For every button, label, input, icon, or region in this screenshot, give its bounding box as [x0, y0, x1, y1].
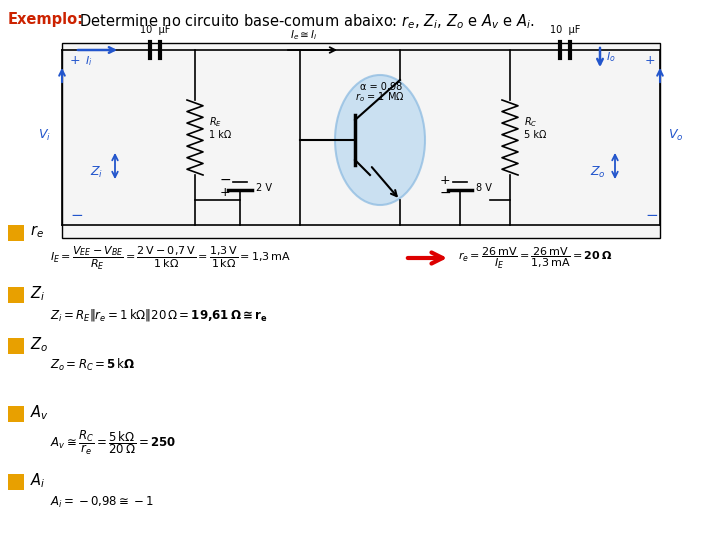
Text: $V_i$: $V_i$ [38, 127, 51, 143]
Text: $r_e = \dfrac{26\,\mathrm{mV}}{I_E} = \dfrac{26\,\mathrm{mV}}{1{,}3\,\mathrm{mA}: $r_e = \dfrac{26\,\mathrm{mV}}{I_E} = \d… [458, 245, 612, 271]
Text: +: + [440, 173, 451, 186]
Text: $I_o$: $I_o$ [606, 50, 616, 64]
Text: $I_E = \dfrac{V_{EE} - V_{BE}}{R_E} = \dfrac{2\,\mathrm{V} - 0{,}7\,\mathrm{V}}{: $I_E = \dfrac{V_{EE} - V_{BE}}{R_E} = \d… [50, 245, 291, 272]
Text: −: − [70, 207, 83, 222]
Text: 5 kΩ: 5 kΩ [524, 130, 546, 140]
Bar [8, 406, 24, 422]
Text: $A_i$: $A_i$ [30, 471, 45, 490]
Text: $R_E$: $R_E$ [209, 115, 222, 129]
Text: Exemplo:: Exemplo: [8, 12, 84, 27]
Text: +: + [220, 186, 230, 199]
Text: $r_o$ = 1 MΩ: $r_o$ = 1 MΩ [355, 90, 405, 104]
Text: $I_e \cong I_i$: $I_e \cong I_i$ [290, 28, 318, 42]
Text: +: + [70, 53, 81, 66]
Bar [8, 225, 24, 241]
Text: −: − [645, 207, 658, 222]
Text: 1 kΩ: 1 kΩ [209, 130, 231, 140]
Text: $r_e$: $r_e$ [30, 224, 44, 240]
Text: Determine no circuito base-comum abaixo: $r_e$, $Z_i$, $Z_o$ e $A_v$ e $A_i$.: Determine no circuito base-comum abaixo:… [75, 12, 534, 31]
Text: −: − [220, 173, 232, 187]
Text: 8 V: 8 V [476, 183, 492, 193]
Text: 2 V: 2 V [256, 183, 272, 193]
Text: $Z_i = R_E \| r_e = 1\,\mathrm{k}\Omega \| 20\,\Omega = \mathbf{19{,}61\,\Omega : $Z_i = R_E \| r_e = 1\,\mathrm{k}\Omega … [50, 307, 268, 323]
Text: $A_i = -0{,}98 \cong -1$: $A_i = -0{,}98 \cong -1$ [50, 495, 153, 510]
Text: $I_i$: $I_i$ [85, 54, 92, 68]
Text: +: + [645, 53, 656, 66]
Text: $Z_o$: $Z_o$ [30, 336, 48, 354]
Bar [8, 474, 24, 490]
Text: $Z_o = R_C = \mathbf{5\,\mathrm{k}\Omega}$: $Z_o = R_C = \mathbf{5\,\mathrm{k}\Omega… [50, 357, 135, 373]
Text: $Z_o$: $Z_o$ [590, 165, 606, 179]
Bar [8, 338, 24, 354]
Text: $A_v \cong \dfrac{R_C}{r_e} = \dfrac{5\,\mathrm{k}\Omega}{20\,\Omega} = \mathbf{: $A_v \cong \dfrac{R_C}{r_e} = \dfrac{5\,… [50, 429, 176, 457]
Text: $Z_i$: $Z_i$ [30, 285, 45, 303]
Text: 10  µF: 10 µF [550, 25, 580, 35]
Bar [8, 287, 24, 303]
Text: $V_o$: $V_o$ [668, 127, 683, 143]
Text: −: − [440, 186, 451, 200]
Text: $Z_i$: $Z_i$ [90, 165, 103, 179]
Text: α = 0,98: α = 0,98 [360, 82, 402, 92]
Ellipse shape [335, 75, 425, 205]
Text: 10  µF: 10 µF [140, 25, 170, 35]
Text: $A_v$: $A_v$ [30, 404, 49, 422]
Text: $R_C$: $R_C$ [524, 115, 537, 129]
Bar [62, 43, 660, 238]
